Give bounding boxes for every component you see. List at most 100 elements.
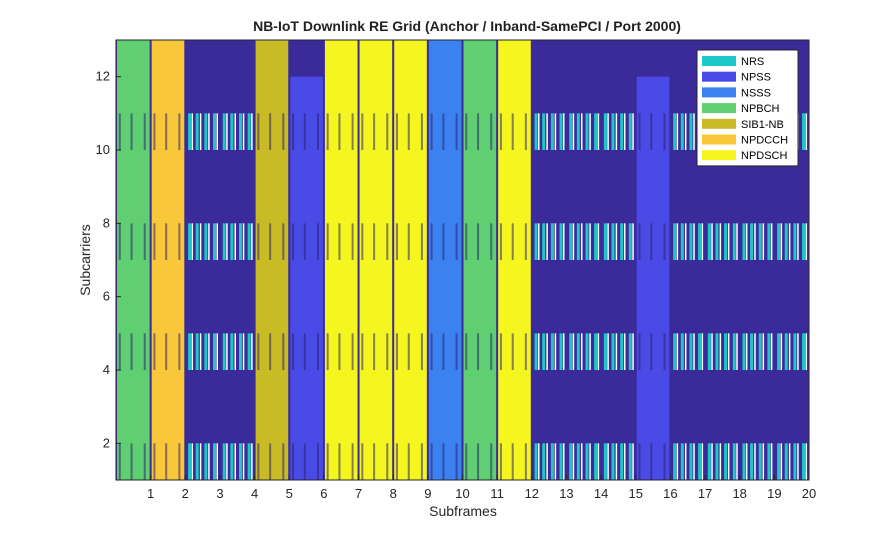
nrs-pilot-sf4-b3-p3 xyxy=(234,113,237,150)
nrs-pilot-sf12-b1-p3 xyxy=(511,333,514,370)
nrs-pilot-sf19-b0-p1 xyxy=(745,443,748,480)
nrs-pilot-sf15-b3-p2 xyxy=(611,113,615,150)
x-tick-label-3: 3 xyxy=(216,486,223,501)
nrs-pilot-sf19-b0-p3 xyxy=(754,443,756,480)
nrs-pilot-sf11-b2-p3 xyxy=(477,223,480,260)
nrs-pilot-sf1-b2-p3 xyxy=(130,223,133,260)
nrs-pilot-sf15-b1-p3 xyxy=(615,333,618,370)
nrs-pilot-sf18-b2-p5 xyxy=(727,223,730,260)
nrs-pilot-sf5-b1-p3 xyxy=(269,333,272,370)
y-tick-label-12: 12 xyxy=(96,69,110,84)
nrs-pilot-sf3-b2-p4 xyxy=(204,223,208,260)
nrs-pilot-sf11-b3-p6 xyxy=(490,113,493,150)
nrs-pilot-sf2-b2-p3 xyxy=(165,223,168,260)
nrs-pilot-sf18-b1-p2 xyxy=(715,333,719,370)
nrs-pilot-sf20-b1-p7 xyxy=(805,333,808,370)
legend-label-npdsch: NPDSCH xyxy=(741,150,788,162)
nrs-pilot-sf3-b2-p3 xyxy=(199,223,202,260)
nrs-pilot-sf4-b2-p0 xyxy=(222,223,226,260)
nrs-pilot-sf4-b1-p2 xyxy=(230,333,234,370)
nrs-pilot-sf12-b3-p6 xyxy=(524,113,527,150)
x-tick-label-19: 19 xyxy=(767,486,781,501)
nrs-pilot-sf4-b1-p3 xyxy=(234,333,237,370)
legend-label-nsss: NSSS xyxy=(741,87,771,99)
nrs-pilot-sf16-b0-p6 xyxy=(663,443,666,480)
nrs-pilot-sf15-b1-p5 xyxy=(623,333,626,370)
nrs-pilot-sf19-b0-p6 xyxy=(767,443,771,480)
nrs-pilot-sf11-b1-p3 xyxy=(477,333,480,370)
nrs-pilot-sf14-b2-p5 xyxy=(589,223,591,260)
nrs-pilot-sf3-b0-p2 xyxy=(195,443,199,480)
nrs-pilot-sf19-b1-p1 xyxy=(745,333,748,370)
nrs-pilot-sf15-b2-p6 xyxy=(628,223,632,260)
nrs-pilot-sf18-b2-p2 xyxy=(715,223,719,260)
nrs-pilot-sf9-b0-p6 xyxy=(420,443,423,480)
nrs-pilot-sf14-b3-p0 xyxy=(569,113,573,150)
nrs-pilot-sf14-b3-p5 xyxy=(589,113,591,150)
nrs-pilot-sf11-b3-p0 xyxy=(465,113,468,150)
nrs-pilot-sf12-b1-p6 xyxy=(524,333,527,370)
nrs-pilot-sf13-b0-p4 xyxy=(550,443,554,480)
nrs-pilot-sf20-b2-p4 xyxy=(793,223,797,260)
nrs-pilot-sf14-b2-p7 xyxy=(597,223,600,260)
x-tick-label-14: 14 xyxy=(594,486,608,501)
nrs-pilot-sf3-b2-p0 xyxy=(188,223,192,260)
nrs-pilot-sf17-b3-p1 xyxy=(676,113,679,150)
nrs-pilot-sf13-b0-p2 xyxy=(542,443,546,480)
nrs-pilot-sf14-b3-p1 xyxy=(572,113,575,150)
nrs-pilot-sf4-b0-p4 xyxy=(239,443,243,480)
nrs-pilot-sf19-b2-p3 xyxy=(754,223,756,260)
nrs-pilot-sf4-b1-p6 xyxy=(247,333,251,370)
legend-swatch-npss xyxy=(702,71,736,82)
nrs-pilot-sf17-b2-p6 xyxy=(698,223,702,260)
nrs-pilot-sf19-b2-p0 xyxy=(742,223,746,260)
nrs-pilot-sf20-b0-p1 xyxy=(780,443,783,480)
nrs-pilot-sf17-b1-p3 xyxy=(684,333,687,370)
nrs-pilot-sf17-b0-p7 xyxy=(701,443,704,480)
nrs-pilot-sf13-b2-p3 xyxy=(546,223,548,260)
x-tick-label-10: 10 xyxy=(455,486,469,501)
nrs-pilot-sf19-b0-p7 xyxy=(770,443,773,480)
nrs-pilot-sf17-b1-p0 xyxy=(673,333,677,370)
nrs-pilot-sf18-b0-p2 xyxy=(715,443,719,480)
x-tick-label-15: 15 xyxy=(629,486,643,501)
nrs-pilot-sf14-b0-p2 xyxy=(576,443,580,480)
nrs-pilot-sf7-b2-p6 xyxy=(351,223,354,260)
nrs-pilot-sf12-b1-p0 xyxy=(499,333,502,370)
nrs-pilot-sf18-b0-p4 xyxy=(724,443,728,480)
nrs-pilot-sf2-b1-p3 xyxy=(165,333,168,370)
nrs-pilot-sf17-b0-p5 xyxy=(693,443,695,480)
nrs-pilot-sf1-b2-p6 xyxy=(143,223,146,260)
nrs-pilot-sf14-b3-p4 xyxy=(585,113,589,150)
nrs-pilot-sf18-b2-p3 xyxy=(719,223,722,260)
nrs-pilot-sf6-b3-p0 xyxy=(292,113,295,150)
nrs-pilot-sf17-b1-p7 xyxy=(701,333,704,370)
nrs-pilot-sf17-b1-p6 xyxy=(698,333,702,370)
nrs-pilot-sf19-b1-p4 xyxy=(758,333,762,370)
nrs-pilot-sf6-b3-p3 xyxy=(303,113,306,150)
nrs-pilot-sf18-b0-p7 xyxy=(736,443,738,480)
nrs-pilot-sf20-b2-p6 xyxy=(802,223,806,260)
nrs-pilot-sf17-b2-p0 xyxy=(673,223,677,260)
nrs-pilot-sf5-b2-p6 xyxy=(282,223,285,260)
nrs-pilot-sf15-b1-p2 xyxy=(611,333,615,370)
nrs-pilot-sf15-b0-p1 xyxy=(607,443,609,480)
x-axis-label: Subframes xyxy=(429,503,497,519)
nrs-pilot-sf13-b1-p2 xyxy=(542,333,546,370)
nrs-pilot-sf13-b1-p1 xyxy=(538,333,540,370)
legend-swatch-nsss xyxy=(702,87,736,98)
nrs-pilot-sf17-b3-p0 xyxy=(673,113,677,150)
nrs-pilot-sf8-b1-p6 xyxy=(386,333,389,370)
nrs-pilot-sf12-b2-p6 xyxy=(524,223,527,260)
nrs-pilot-sf5-b3-p3 xyxy=(269,113,272,150)
nrs-pilot-sf15-b2-p0 xyxy=(603,223,607,260)
nrs-pilot-sf3-b0-p1 xyxy=(191,443,194,480)
nrs-pilot-sf17-b3-p2 xyxy=(680,113,684,150)
nrs-pilot-sf19-b1-p7 xyxy=(770,333,773,370)
x-tick-label-16: 16 xyxy=(663,486,677,501)
nrs-pilot-sf3-b1-p2 xyxy=(195,333,199,370)
nrs-pilot-sf13-b0-p1 xyxy=(538,443,540,480)
nrs-pilot-sf13-b3-p7 xyxy=(562,113,565,150)
nrs-pilot-sf19-b0-p4 xyxy=(758,443,762,480)
